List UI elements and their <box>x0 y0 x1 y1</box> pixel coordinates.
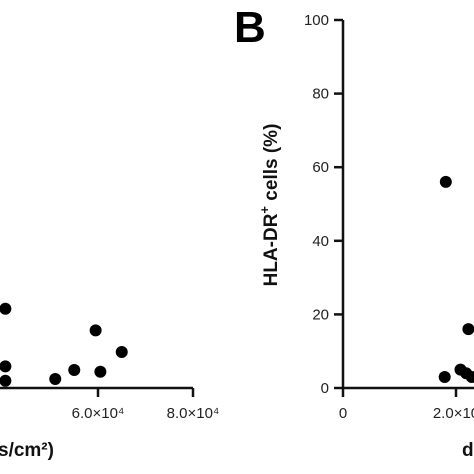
panel-b: B 0 20 40 60 80 100 0 2.0×10 HLA-DR+ cells (%)… <box>234 3 474 461</box>
panel-a-x-ticks: 6.0×10⁴ 8.0×10⁴ <box>72 388 220 422</box>
panel-a-point-1 <box>0 360 12 373</box>
panel-b-y-tick-label-3: 60 <box>312 159 329 176</box>
panel-b-y-tick-label-5: 100 <box>304 12 329 29</box>
panel-a-x-tick-label-0: 6.0×10⁴ <box>72 405 125 422</box>
panel-b-points <box>438 175 474 383</box>
panel-b-x-tick-label-0: 0 <box>339 405 347 422</box>
panel-b-x-ticks: 0 2.0×10 <box>339 388 474 422</box>
panel-b-point-0 <box>439 175 452 188</box>
panel-a-x-tick-label-1: 8.0×10⁴ <box>167 405 220 422</box>
panel-b-point-4 <box>462 323 474 336</box>
panel-a-point-7 <box>115 346 128 358</box>
panel-b-y-tick-label-1: 20 <box>312 306 329 323</box>
panel-b-y-ticks: 0 20 40 60 80 100 <box>304 12 343 397</box>
panel-b-letter: B <box>234 3 266 52</box>
panel-a-point-2 <box>0 374 12 387</box>
panel-a-points <box>0 302 128 387</box>
panel-b-y-axis-title-rest: cells (%) <box>261 124 282 206</box>
panel-b-y-tick-label-2: 40 <box>312 233 329 250</box>
panel-a-x-axis-title: s/cm²) <box>0 440 54 461</box>
panel-a-point-3 <box>49 373 62 385</box>
panel-a-point-5 <box>89 324 102 337</box>
panel-b-x-axis-title: d <box>462 440 474 461</box>
panel-a: 6.0×10⁴ 8.0×10⁴ s/cm²) <box>0 302 220 461</box>
panel-b-y-axis-title: HLA-DR+ cells (%) <box>257 124 282 287</box>
panel-b-y-axis-title-sup: + <box>257 206 272 214</box>
panel-a-point-0 <box>0 302 12 315</box>
panel-a-point-6 <box>94 365 107 378</box>
panel-b-point-1 <box>438 370 451 383</box>
panel-b-y-tick-label-4: 80 <box>312 86 329 103</box>
panel-b-x-tick-label-1: 2.0×10 <box>433 405 474 422</box>
panel-a-point-4 <box>68 364 81 376</box>
panel-b-y-tick-label-0: 0 <box>321 380 329 397</box>
panel-b-y-axis-title-main: HLA-DR <box>261 213 282 286</box>
panel-b-point-5 <box>465 370 474 383</box>
